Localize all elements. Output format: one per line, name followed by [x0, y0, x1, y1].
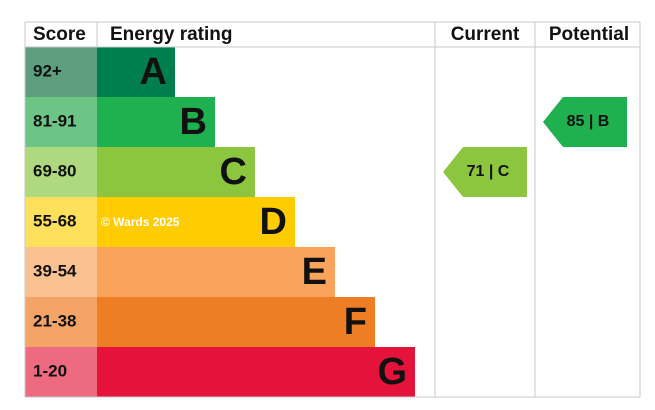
band-letter: G: [377, 351, 407, 393]
score-cell: [25, 47, 97, 97]
band-score: 92+: [33, 61, 62, 80]
band-score: 1-20: [33, 361, 67, 380]
score-cell: [25, 147, 97, 197]
potential-arrow: [543, 97, 627, 147]
score-cell: [25, 197, 97, 247]
band-score: 81-91: [33, 111, 76, 130]
score-cell: [25, 247, 97, 297]
band-bar: [97, 147, 255, 197]
score-cell: [25, 97, 97, 147]
score-cell: [25, 297, 97, 347]
band-bar: [97, 347, 415, 397]
current-label: 71 | C: [467, 163, 510, 180]
band-score: 21-38: [33, 311, 76, 330]
band-letter: A: [140, 51, 167, 93]
band-bar: [97, 247, 335, 297]
band-letter: B: [180, 101, 207, 143]
header-rating: Energy rating: [110, 24, 232, 45]
band-score: 55-68: [33, 211, 76, 230]
band-letter: C: [220, 151, 247, 193]
current-arrow: [443, 147, 527, 197]
header-score: Score: [33, 24, 86, 45]
band-bar: [97, 297, 375, 347]
header-current: Current: [451, 24, 520, 45]
band-letter: F: [344, 301, 367, 343]
band-letter: D: [260, 201, 287, 243]
band-bar: [97, 197, 295, 247]
band-bar: [97, 47, 175, 97]
band-score: 69-80: [33, 161, 76, 180]
bands: 92+ A 81-91 B 69-80 C 55-68 D 39-54 E 21-38 F 1-20 G: [25, 47, 415, 397]
potential-label: 85 | B: [567, 113, 610, 130]
score-cell: [25, 347, 97, 397]
watermark: © Wards 2025: [101, 215, 180, 229]
band-letter: E: [302, 251, 327, 293]
band-score: 39-54: [33, 261, 77, 280]
header-potential: Potential: [549, 24, 629, 45]
band-bar: [97, 97, 215, 147]
